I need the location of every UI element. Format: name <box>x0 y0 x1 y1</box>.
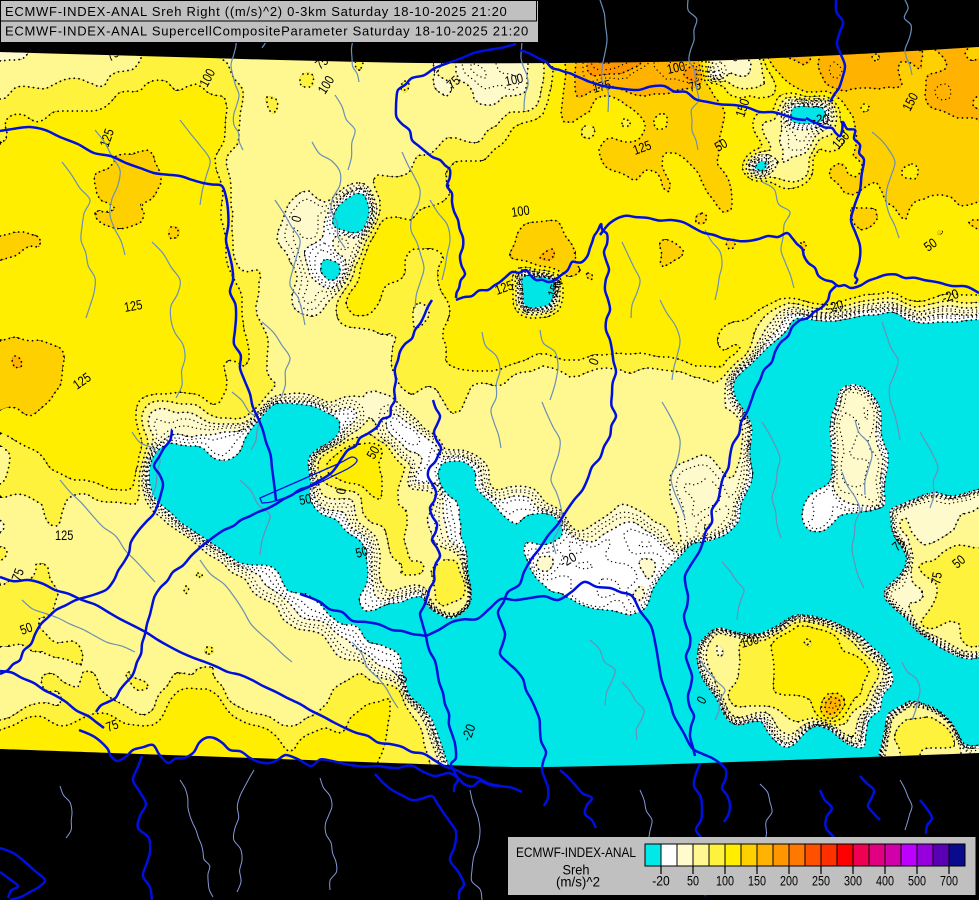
svg-text:100: 100 <box>510 203 530 220</box>
svg-text:(m/s)^2: (m/s)^2 <box>556 875 600 890</box>
svg-text:50: 50 <box>687 874 699 889</box>
svg-text:125: 125 <box>123 297 144 315</box>
svg-text:0: 0 <box>586 356 602 367</box>
svg-text:125: 125 <box>55 528 73 543</box>
svg-text:75: 75 <box>687 77 703 95</box>
svg-text:50: 50 <box>354 543 370 561</box>
svg-text:50: 50 <box>298 491 313 508</box>
svg-text:-20: -20 <box>557 549 579 570</box>
svg-text:75: 75 <box>9 566 27 583</box>
svg-text:100: 100 <box>739 632 761 651</box>
svg-text:500: 500 <box>908 874 926 889</box>
svg-text:700: 700 <box>940 874 958 889</box>
svg-text:150: 150 <box>733 97 753 119</box>
svg-text:-20: -20 <box>652 874 670 889</box>
svg-text:ECMWF-INDEX-ANAL SupercellComp: ECMWF-INDEX-ANAL SupercellCompositeParam… <box>5 24 529 39</box>
svg-text:-20: -20 <box>459 722 479 743</box>
svg-text:200: 200 <box>780 874 798 889</box>
svg-text:100: 100 <box>666 58 687 76</box>
svg-text:400: 400 <box>876 874 894 889</box>
svg-text:0: 0 <box>288 214 304 224</box>
svg-text:150: 150 <box>748 874 766 889</box>
svg-text:100: 100 <box>504 70 525 88</box>
svg-text:-20: -20 <box>825 297 845 316</box>
svg-text:250: 250 <box>812 874 830 889</box>
svg-text:50: 50 <box>18 620 35 638</box>
svg-text:100: 100 <box>716 874 734 889</box>
svg-text:50: 50 <box>914 37 931 55</box>
svg-text:ECMWF-INDEX-ANAL Sreh Right ((: ECMWF-INDEX-ANAL Sreh Right ((m/s)^2) 0-… <box>5 4 508 19</box>
svg-text:ECMWF-INDEX-ANAL: ECMWF-INDEX-ANAL <box>516 845 636 860</box>
svg-text:300: 300 <box>844 874 862 889</box>
svg-text:125: 125 <box>631 137 653 157</box>
svg-text:125: 125 <box>97 127 117 149</box>
svg-text:Sreh: Sreh <box>563 863 590 878</box>
svg-text:0: 0 <box>333 487 349 496</box>
svg-text:-20: -20 <box>940 286 961 306</box>
svg-text:75: 75 <box>928 571 945 586</box>
svg-text:75: 75 <box>104 717 121 735</box>
